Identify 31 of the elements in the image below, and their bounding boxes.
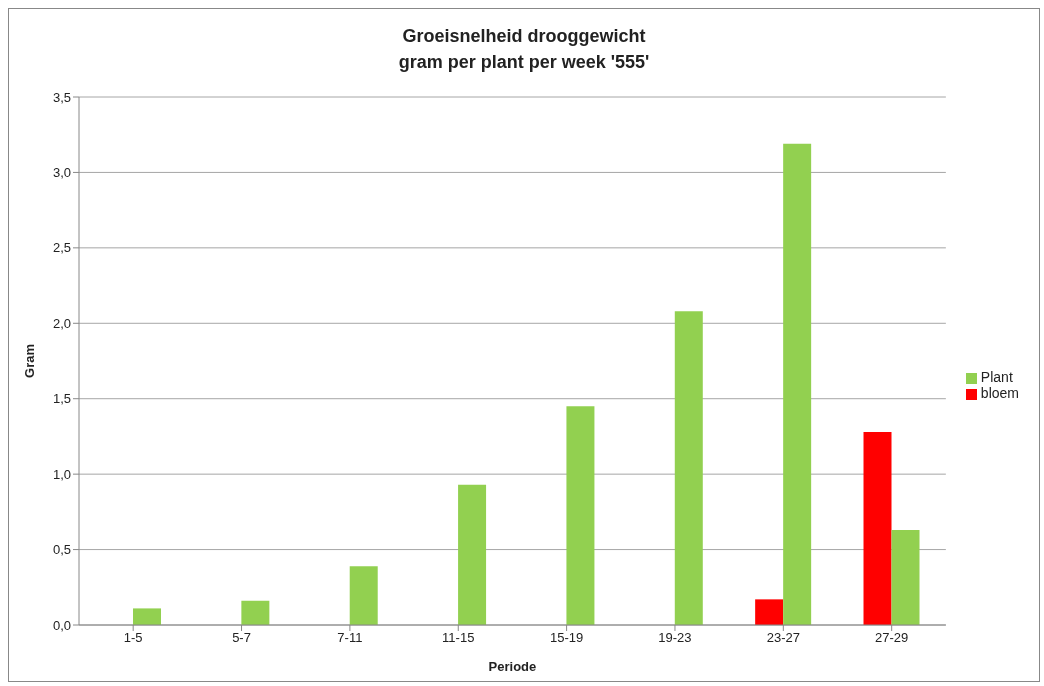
y-tick-label: 3,5 <box>52 89 71 105</box>
chart-title: Groeisnelheid drooggewicht gram per plant per week '555' <box>397 25 651 74</box>
x-tick-label: 27-29 <box>875 630 909 646</box>
bar <box>566 406 595 625</box>
x-tick-label: 1-5 <box>123 630 143 646</box>
y-tick-label: 1,5 <box>52 391 71 407</box>
bar <box>863 431 892 625</box>
bar <box>755 599 784 625</box>
bar <box>349 566 378 625</box>
x-tick-label: 5-7 <box>232 630 251 646</box>
y-tick-label: 1,0 <box>52 466 71 482</box>
bar <box>241 600 270 625</box>
y-tick-label: 3,0 <box>52 165 71 181</box>
x-tick-label: 19-23 <box>658 630 692 646</box>
x-axis-title: Periode <box>488 659 537 674</box>
x-tick-label: 15-19 <box>549 630 584 646</box>
x-tick-label: 11-15 <box>442 630 475 646</box>
bar <box>783 143 812 625</box>
y-tick-label: 0,5 <box>52 542 71 558</box>
legend-label: bloem <box>980 385 1019 401</box>
y-tick-label: 2,5 <box>52 240 71 256</box>
bar <box>891 529 920 625</box>
bar <box>133 608 162 625</box>
bar <box>674 311 703 625</box>
x-tick-label: 23-27 <box>766 630 800 646</box>
y-tick-label: 2,0 <box>52 315 71 331</box>
legend-label: Plant <box>980 369 1013 385</box>
x-tick-label: 7-11 <box>337 630 363 646</box>
y-tick-label: 0,0 <box>52 617 71 633</box>
bar <box>458 484 487 625</box>
y-axis-title: Gram <box>21 344 37 378</box>
